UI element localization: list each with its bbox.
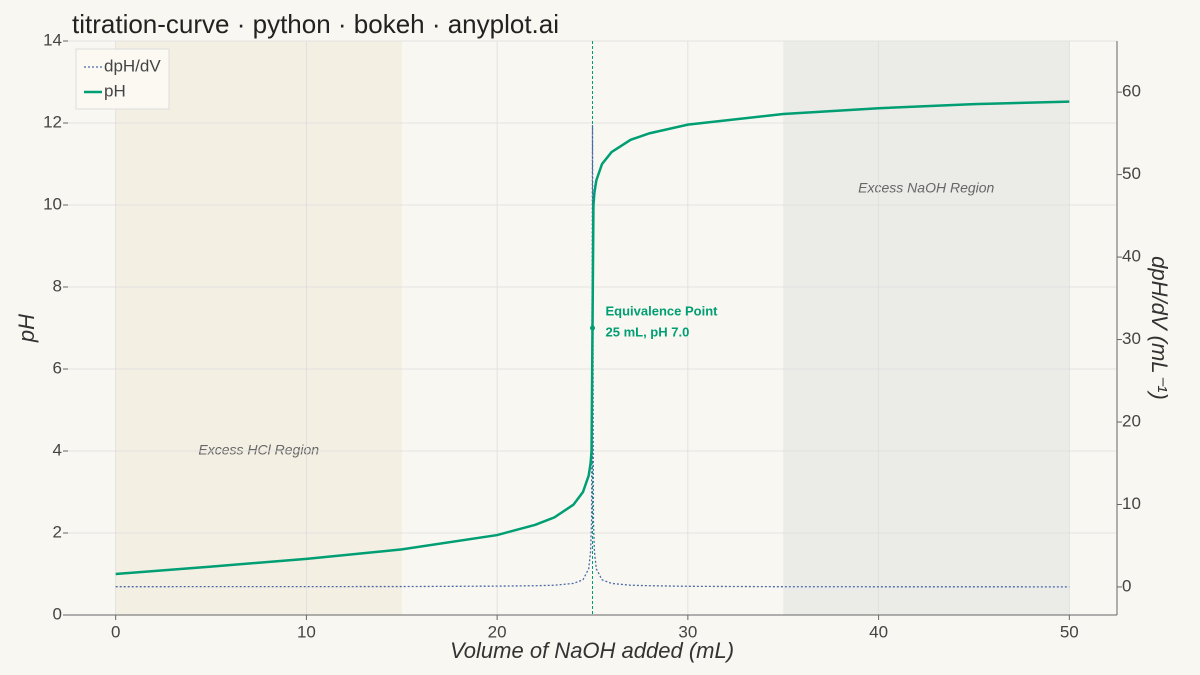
- legend-label: pH: [104, 81, 126, 100]
- y-tick-label: 8: [53, 276, 62, 295]
- equivalence-point: [590, 325, 595, 331]
- legend-label: dpH/dV: [104, 56, 161, 75]
- y-tick-label: 4: [53, 440, 62, 459]
- x-tick-label: 0: [111, 622, 120, 641]
- y-tick-label: 2: [53, 522, 62, 541]
- y-tick-label: 6: [53, 358, 62, 377]
- annotation: Equivalence Point: [606, 303, 719, 318]
- y-tick-label: 12: [43, 112, 62, 131]
- series-line: [115, 125, 1070, 588]
- x-tick-label: 40: [869, 622, 888, 641]
- annotation: 25 mL, pH 7.0: [606, 324, 690, 339]
- y2-tick-label: 50: [1122, 164, 1141, 183]
- x-tick-label: 20: [488, 622, 507, 641]
- legend-box: [75, 48, 170, 110]
- y-axis-label: pH: [14, 314, 39, 343]
- y-tick-label: 0: [53, 604, 62, 623]
- y2-axis-label: dpH/dV (mL⁻¹): [1147, 256, 1172, 400]
- y-tick-label: 10: [43, 194, 62, 213]
- x-axis-label: Volume of NaOH added (mL): [450, 638, 734, 663]
- y2-tick-label: 10: [1122, 494, 1141, 513]
- chart-title: titration-curve · python · bokeh · anypl…: [72, 9, 559, 39]
- y2-tick-label: 20: [1122, 412, 1141, 431]
- region: [783, 41, 1070, 615]
- x-tick-label: 30: [678, 622, 697, 641]
- region: [115, 41, 402, 615]
- x-tick-label: 10: [297, 622, 316, 641]
- x-tick-label: 50: [1060, 622, 1079, 641]
- y2-tick-label: 30: [1122, 329, 1141, 348]
- y2-tick-label: 40: [1122, 247, 1141, 266]
- region-label: Excess NaOH Region: [858, 179, 994, 195]
- region-label: Excess HCl Region: [198, 442, 319, 458]
- y2-tick-label: 60: [1122, 82, 1141, 101]
- y2-tick-label: 0: [1122, 576, 1131, 595]
- y-tick-label: 14: [43, 30, 62, 49]
